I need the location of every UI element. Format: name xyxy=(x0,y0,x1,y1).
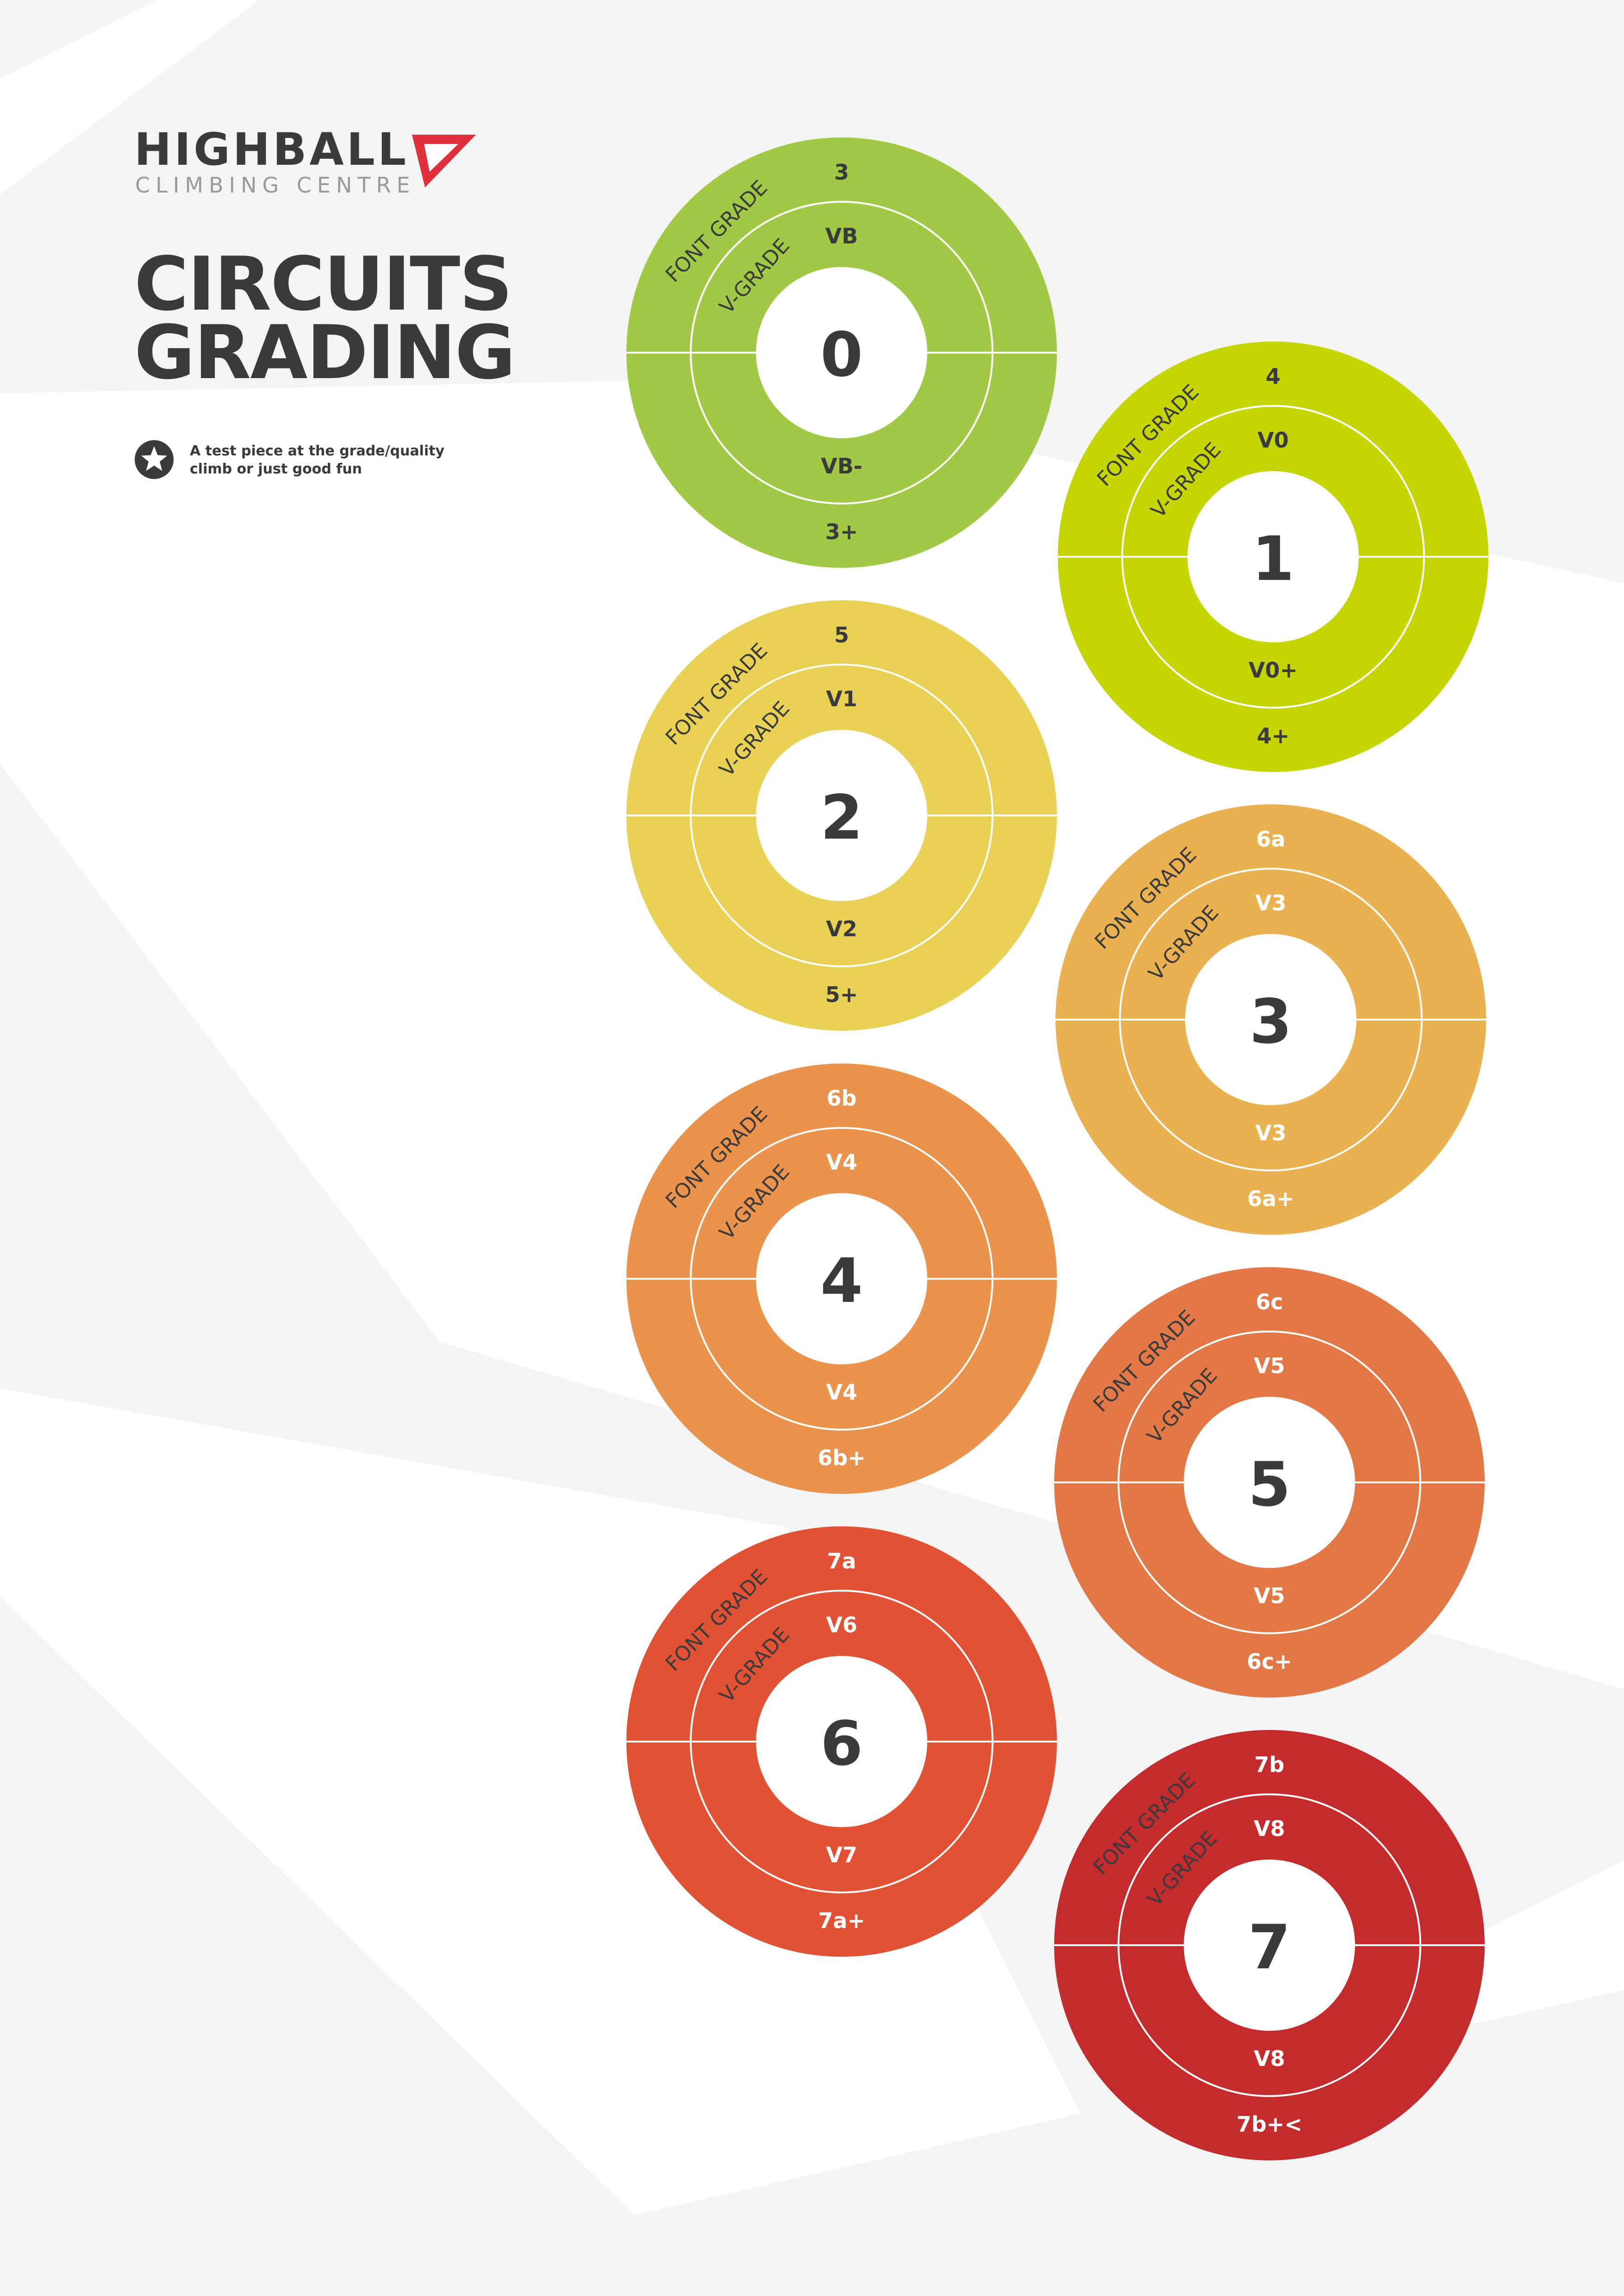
font-grade-top: 6c xyxy=(1255,1289,1283,1314)
circuit-level-number: 5 xyxy=(1248,1449,1291,1520)
wheel-centre xyxy=(756,1656,927,1827)
logo-arrow-icon xyxy=(412,135,476,187)
v-grade-top: V3 xyxy=(1255,890,1287,915)
font-grade-bottom: 7b+< xyxy=(1237,2112,1302,2137)
page-title: CIRCUITS GRADING xyxy=(134,241,516,396)
wheel-centre xyxy=(1187,471,1359,642)
v-grade-bottom: V8 xyxy=(1254,2046,1285,2071)
font-grade-bottom: 6c+ xyxy=(1247,1649,1292,1674)
v-grade-bottom: V3 xyxy=(1255,1120,1287,1145)
font-grade-bottom: 3+ xyxy=(825,519,858,544)
page-title-line-1: CIRCUITS xyxy=(134,241,512,327)
font-grade-bottom: 5+ xyxy=(825,982,858,1007)
wheel-centre xyxy=(1184,1397,1355,1568)
font-grade-bottom: 6b+ xyxy=(818,1445,865,1470)
v-grade-top: V6 xyxy=(826,1612,857,1637)
brand-logo: HIGHBALL CLIMBING CENTRE xyxy=(134,127,486,201)
v-grade-bottom: VB- xyxy=(821,454,862,479)
wheel-centre xyxy=(1185,934,1356,1105)
circuit-level-number: 3 xyxy=(1249,986,1292,1058)
v-grade-bottom: V4 xyxy=(826,1380,857,1405)
font-grade-top: 7b xyxy=(1255,1752,1285,1777)
v-grade-bottom: V7 xyxy=(826,1842,857,1867)
font-grade-bottom: 4+ xyxy=(1257,723,1290,748)
legend-text: A test piece at the grade/quality climb … xyxy=(190,442,449,478)
font-grade-top: 4 xyxy=(1266,364,1280,389)
v-grade-top: VB xyxy=(825,224,858,249)
v-grade-top: V8 xyxy=(1254,1816,1285,1841)
circuit-level-number: 6 xyxy=(820,1708,863,1780)
wheel-centre xyxy=(756,267,927,438)
font-grade-top: 7a xyxy=(827,1549,856,1574)
v-grade-bottom: V2 xyxy=(826,916,857,941)
font-grade-top: 6a xyxy=(1256,827,1285,852)
font-grade-bottom: 6a+ xyxy=(1247,1186,1294,1211)
font-grade-top: 3 xyxy=(834,160,849,185)
v-grade-top: V5 xyxy=(1254,1353,1285,1378)
font-grade-top: 6b xyxy=(827,1086,857,1111)
circuit-level-number: 2 xyxy=(820,782,863,853)
v-grade-bottom: V5 xyxy=(1254,1583,1285,1608)
brand-subtitle: CLIMBING CENTRE xyxy=(135,173,416,198)
background-shape xyxy=(0,1597,718,2296)
legend-line-2: climb or just good fun xyxy=(190,461,362,477)
wheel-centre xyxy=(756,730,927,901)
font-grade-bottom: 7a+ xyxy=(818,1908,865,1933)
v-grade-bottom: V0+ xyxy=(1249,658,1298,683)
wheel-centre xyxy=(756,1193,927,1364)
page-title-line-2: GRADING xyxy=(134,309,516,396)
legend-line-1: A test piece at the grade/quality xyxy=(190,443,445,459)
legend: A test piece at the grade/quality climb … xyxy=(134,437,458,488)
circuit-level-number: 1 xyxy=(1252,523,1294,595)
font-grade-top: 5 xyxy=(834,622,849,647)
v-grade-top: V1 xyxy=(826,686,857,711)
v-grade-top: V4 xyxy=(826,1150,857,1175)
v-grade-top: V0 xyxy=(1257,428,1289,453)
star-icon xyxy=(135,440,174,479)
circuit-level-number: 7 xyxy=(1248,1912,1291,1983)
circuit-level-number: 4 xyxy=(820,1245,863,1317)
wheel-centre xyxy=(1184,1860,1355,2031)
brand-name: HIGHBALL xyxy=(134,124,409,175)
background-shape xyxy=(0,0,157,79)
circuit-level-number: 0 xyxy=(820,319,863,391)
